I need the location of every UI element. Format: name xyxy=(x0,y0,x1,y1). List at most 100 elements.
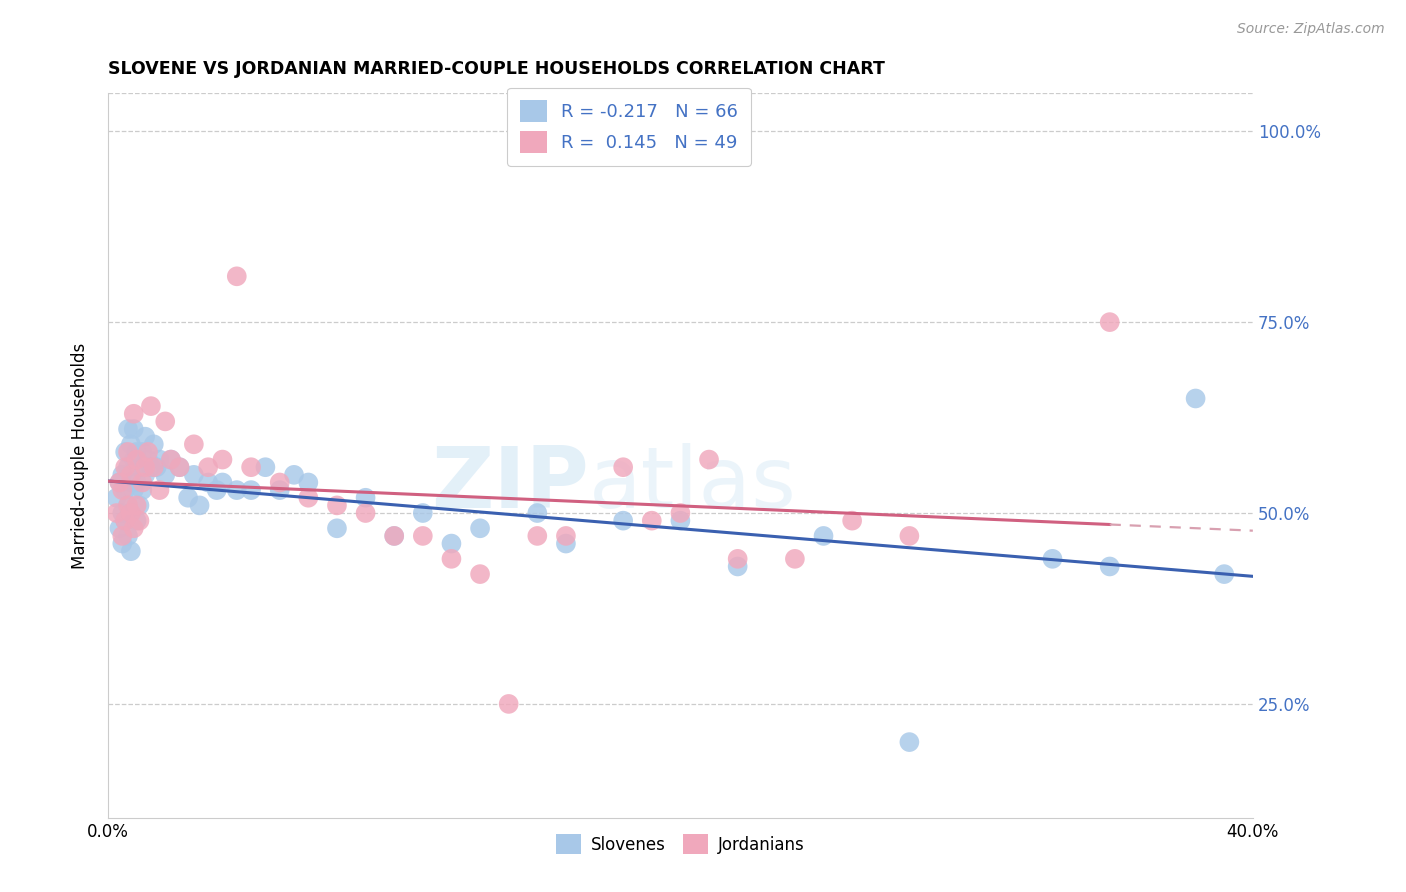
Point xyxy=(197,475,219,490)
Point xyxy=(122,422,145,436)
Point xyxy=(898,735,921,749)
Point xyxy=(412,506,434,520)
Point xyxy=(468,567,491,582)
Point xyxy=(382,529,405,543)
Point xyxy=(111,483,134,497)
Point xyxy=(134,430,156,444)
Text: Source: ZipAtlas.com: Source: ZipAtlas.com xyxy=(1237,22,1385,37)
Point xyxy=(120,475,142,490)
Point xyxy=(142,460,165,475)
Point xyxy=(1042,551,1064,566)
Point xyxy=(114,514,136,528)
Point xyxy=(108,475,131,490)
Point xyxy=(188,499,211,513)
Point xyxy=(169,460,191,475)
Point xyxy=(240,483,263,497)
Point xyxy=(269,475,291,490)
Point xyxy=(117,460,139,475)
Point xyxy=(1213,567,1236,582)
Point xyxy=(148,483,170,497)
Point xyxy=(813,529,835,543)
Point xyxy=(354,506,377,520)
Point xyxy=(555,536,578,550)
Point xyxy=(155,414,177,428)
Point xyxy=(727,551,749,566)
Point xyxy=(128,499,150,513)
Point xyxy=(125,475,148,490)
Point xyxy=(440,536,463,550)
Point xyxy=(612,514,634,528)
Point xyxy=(498,697,520,711)
Point xyxy=(128,514,150,528)
Point xyxy=(120,544,142,558)
Point xyxy=(1098,559,1121,574)
Point xyxy=(412,529,434,543)
Point xyxy=(114,514,136,528)
Point xyxy=(120,506,142,520)
Point xyxy=(117,445,139,459)
Point xyxy=(114,483,136,497)
Point xyxy=(669,514,692,528)
Point xyxy=(114,445,136,459)
Point xyxy=(225,483,247,497)
Point xyxy=(111,536,134,550)
Point xyxy=(155,467,177,482)
Point xyxy=(111,506,134,520)
Point xyxy=(139,460,162,475)
Point xyxy=(108,475,131,490)
Point xyxy=(111,467,134,482)
Point xyxy=(269,483,291,497)
Point xyxy=(125,514,148,528)
Point xyxy=(612,460,634,475)
Point xyxy=(122,452,145,467)
Point xyxy=(197,460,219,475)
Point xyxy=(1098,315,1121,329)
Text: SLOVENE VS JORDANIAN MARRIED-COUPLE HOUSEHOLDS CORRELATION CHART: SLOVENE VS JORDANIAN MARRIED-COUPLE HOUS… xyxy=(108,60,884,78)
Point xyxy=(114,460,136,475)
Point xyxy=(297,475,319,490)
Point xyxy=(122,521,145,535)
Point xyxy=(148,452,170,467)
Point xyxy=(898,529,921,543)
Point xyxy=(111,529,134,543)
Point xyxy=(134,467,156,482)
Point xyxy=(354,491,377,505)
Point xyxy=(727,559,749,574)
Point xyxy=(183,467,205,482)
Point xyxy=(240,460,263,475)
Point xyxy=(117,499,139,513)
Point xyxy=(326,499,349,513)
Point xyxy=(205,483,228,497)
Point xyxy=(131,445,153,459)
Point xyxy=(122,483,145,497)
Point xyxy=(160,452,183,467)
Point xyxy=(526,506,548,520)
Point xyxy=(468,521,491,535)
Point xyxy=(105,491,128,505)
Point xyxy=(105,506,128,520)
Point xyxy=(145,460,167,475)
Point xyxy=(120,467,142,482)
Point xyxy=(117,529,139,543)
Point xyxy=(125,445,148,459)
Point xyxy=(283,467,305,482)
Point xyxy=(211,452,233,467)
Point xyxy=(1184,392,1206,406)
Point xyxy=(136,445,159,459)
Point xyxy=(440,551,463,566)
Point xyxy=(169,460,191,475)
Point xyxy=(125,499,148,513)
Point xyxy=(211,475,233,490)
Point xyxy=(136,452,159,467)
Point xyxy=(139,399,162,413)
Point xyxy=(177,491,200,505)
Point xyxy=(555,529,578,543)
Point xyxy=(122,407,145,421)
Point xyxy=(326,521,349,535)
Y-axis label: Married-couple Households: Married-couple Households xyxy=(72,343,89,569)
Point xyxy=(669,506,692,520)
Point xyxy=(131,475,153,490)
Point xyxy=(131,483,153,497)
Point xyxy=(125,452,148,467)
Point xyxy=(841,514,863,528)
